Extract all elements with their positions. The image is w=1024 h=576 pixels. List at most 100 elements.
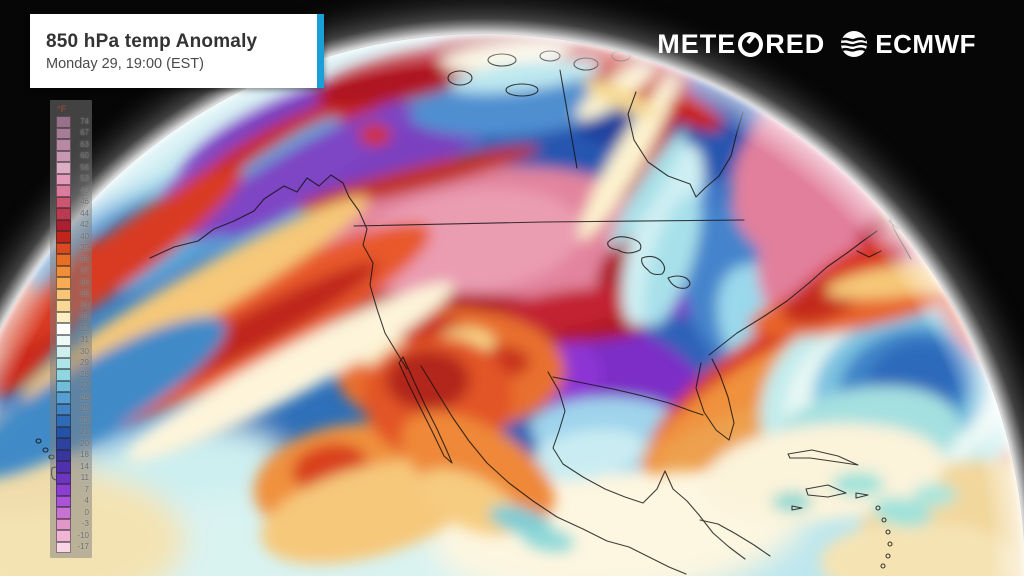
colorbar-swatch — [56, 265, 71, 277]
colorbar-row: 38 — [56, 254, 89, 266]
colorbar-swatch — [56, 208, 71, 220]
colorbar-label: 36 — [80, 277, 89, 287]
colorbar-row: 34 — [56, 300, 89, 312]
colorbar-label: -17 — [77, 542, 89, 552]
colorbar-swatch — [56, 415, 71, 427]
meteored-o-icon — [738, 31, 764, 57]
colorbar-label: 18 — [80, 450, 89, 460]
colorbar-unit: °F — [57, 104, 67, 114]
colorbar-label: 39 — [80, 243, 89, 253]
colorbar-label: 4 — [84, 496, 89, 506]
colorbar-swatch — [56, 426, 71, 438]
colorbar-swatch — [56, 357, 71, 369]
colorbar-label: 33 — [80, 312, 89, 322]
colorbar-label: 38 — [80, 254, 89, 264]
colorbar-label: 32 — [80, 323, 89, 333]
colorbar-row: 44 — [56, 208, 89, 220]
colorbar-label: 60 — [80, 151, 89, 161]
map-title: 850 hPa temp Anomaly — [46, 31, 258, 52]
colorbar-label: 53 — [80, 174, 89, 184]
colorbar-row: 7 — [56, 484, 89, 496]
map-title-box: 850 hPa temp Anomaly Monday 29, 19:00 (E… — [30, 14, 324, 88]
colorbar-label: 44 — [80, 208, 89, 218]
meteored-text-prefix: METE — [657, 28, 737, 59]
colorbar-swatch — [56, 116, 71, 128]
colorbar-swatch — [56, 242, 71, 254]
colorbar-row: 21 — [56, 426, 89, 438]
colorbar-label: 23 — [80, 415, 89, 425]
colorbar-swatch — [56, 300, 71, 312]
colorbar-label: 7 — [84, 484, 89, 494]
colorbar-swatch — [56, 231, 71, 243]
colorbar-row: 53 — [56, 173, 89, 185]
colorbar-swatch — [56, 403, 71, 415]
colorbar-label: 30 — [80, 346, 89, 356]
colorbar-swatch — [56, 173, 71, 185]
colorbar-row: 37 — [56, 265, 89, 277]
colorbar-row: 0 — [56, 507, 89, 519]
colorbar-row: 4 — [56, 495, 89, 507]
colorbar-label: 21 — [80, 427, 89, 437]
colorbar-row: 20 — [56, 438, 89, 450]
colorbar-row: 35 — [56, 288, 89, 300]
colorbar-swatch — [56, 127, 71, 139]
colorbar-swatch — [56, 219, 71, 231]
colorbar-swatch — [56, 334, 71, 346]
colorbar-row: 14 — [56, 461, 89, 473]
colorbar-swatch — [56, 288, 71, 300]
colorbar-swatch — [56, 530, 71, 542]
colorbar-swatch — [56, 139, 71, 151]
colorbar-row: 39 — [56, 242, 89, 254]
colorbar-row: 18 — [56, 449, 89, 461]
branding: METE RED ECMWF — [657, 27, 976, 61]
meteored-logo: METE RED — [657, 29, 825, 60]
colorbar-swatch — [56, 323, 71, 335]
accent-stripe — [317, 14, 324, 88]
temperature-colorbar: °F 74 67 63 60 56 53 49 46 44 42 40 39 38 37 36 35 34 33 3… — [50, 100, 92, 558]
colorbar-swatch — [56, 495, 71, 507]
ecmwf-text: ECMWF — [875, 28, 976, 59]
colorbar-row: 29 — [56, 357, 89, 369]
colorbar-row: 60 — [56, 150, 89, 162]
colorbar-swatch — [56, 254, 71, 266]
colorbar-row: 42 — [56, 219, 89, 231]
colorbar-row: 25 — [56, 403, 89, 415]
colorbar-swatch — [56, 392, 71, 404]
colorbar-swatch — [56, 484, 71, 496]
colorbar-label: 29 — [80, 358, 89, 368]
colorbar-row: 67 — [56, 127, 89, 139]
colorbar-row: 31 — [56, 334, 89, 346]
colorbar-row: 46 — [56, 196, 89, 208]
colorbar-label: 28 — [80, 369, 89, 379]
colorbar-swatch — [56, 277, 71, 289]
colorbar-swatch — [56, 472, 71, 484]
colorbar-row: 49 — [56, 185, 89, 197]
colorbar-swatch — [56, 507, 71, 519]
colorbar-label: -3 — [81, 519, 89, 529]
colorbar-label: 74 — [80, 116, 89, 126]
colorbar-swatch — [56, 346, 71, 358]
colorbar-row: 74 — [56, 116, 89, 128]
colorbar-row: 56 — [56, 162, 89, 174]
colorbar-row: 36 — [56, 277, 89, 289]
map-datetime: Monday 29, 19:00 (EST) — [46, 56, 204, 72]
colorbar-label: 34 — [80, 300, 89, 310]
colorbar-row: 23 — [56, 415, 89, 427]
colorbar-row: 28 — [56, 369, 89, 381]
colorbar-label: 11 — [80, 473, 89, 483]
colorbar-label: 31 — [80, 335, 89, 345]
ecmwf-logo: ECMWF — [839, 29, 976, 60]
colorbar-swatch — [56, 369, 71, 381]
colorbar-label: 37 — [80, 266, 89, 276]
colorbar-label: 56 — [80, 162, 89, 172]
colorbar-swatch — [56, 380, 71, 392]
colorbar-swatch — [56, 150, 71, 162]
meteored-text-suffix: RED — [765, 28, 826, 59]
colorbar-swatch — [56, 449, 71, 461]
colorbar-label: 14 — [80, 461, 89, 471]
colorbar-row: 30 — [56, 346, 89, 358]
colorbar-swatch — [56, 518, 71, 530]
